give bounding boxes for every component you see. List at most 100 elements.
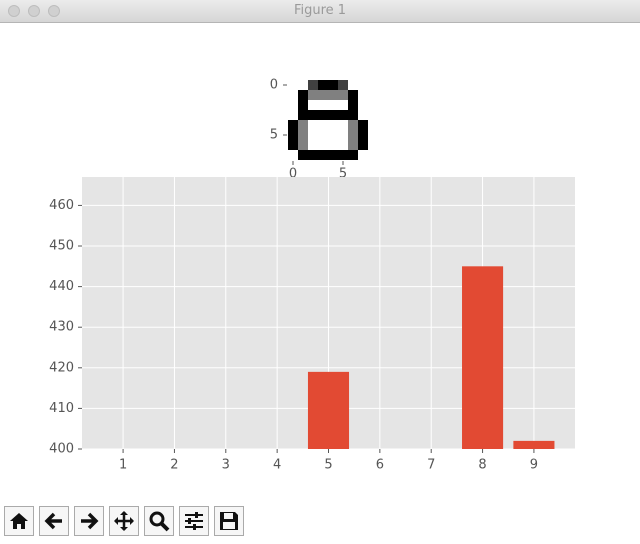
pixel: [288, 110, 298, 120]
y-tick-label: 0: [270, 78, 278, 93]
pixel: [338, 80, 348, 90]
figure: 0 5 0 5 400 410 420 430 440 450 460 1 2 3 4 5 6 7 8 9: [49, 78, 575, 473]
x-tick-label: 8: [478, 458, 486, 473]
pixel: [348, 120, 358, 130]
pixel: [358, 90, 368, 100]
pixel: [338, 90, 348, 100]
y-tick-label: 5: [270, 128, 278, 143]
pixel: [328, 90, 338, 100]
y-tick-label: 430: [49, 320, 74, 335]
pixel: [288, 140, 298, 150]
back-button[interactable]: [39, 506, 69, 536]
pixel: [288, 80, 298, 90]
pixel: [348, 130, 358, 140]
pixel: [358, 80, 368, 90]
pixel: [308, 110, 318, 120]
pixel: [298, 110, 308, 120]
pixel: [288, 100, 298, 110]
pixel: [328, 80, 338, 90]
forward-button[interactable]: [74, 506, 104, 536]
pixel: [318, 100, 328, 110]
pixel: [328, 150, 338, 160]
x-tick-label: 2: [170, 458, 178, 473]
pixel: [348, 80, 358, 90]
pixel: [298, 150, 308, 160]
zoom-button[interactable]: [48, 5, 60, 17]
pixel: [328, 130, 338, 140]
y-tick-label: 410: [49, 401, 74, 416]
x-tick-label: 4: [273, 458, 281, 473]
bar: [513, 440, 555, 449]
pixel: [308, 130, 318, 140]
zoom-tool-button[interactable]: [144, 506, 174, 536]
toolbar: [4, 506, 244, 536]
pan-button[interactable]: [109, 506, 139, 536]
x-tick-label: 7: [427, 458, 435, 473]
pixel: [358, 110, 368, 120]
pixel: [298, 100, 308, 110]
x-tick-label: 3: [222, 458, 230, 473]
x-tick-label: 5: [324, 458, 332, 473]
title-bar: Figure 1: [0, 0, 640, 23]
pixel: [288, 130, 298, 140]
y-tick-label: 460: [49, 198, 74, 213]
pixel: [338, 130, 348, 140]
pixel: [308, 150, 318, 160]
pixel: [348, 100, 358, 110]
pixel: [348, 90, 358, 100]
pixel: [358, 130, 368, 140]
pixel: [308, 140, 318, 150]
y-tick-label: 400: [49, 442, 74, 457]
pixel: [318, 140, 328, 150]
y-tick-label: 450: [49, 239, 74, 254]
bar: [462, 266, 504, 449]
pixel: [318, 120, 328, 130]
x-tick-label: 9: [530, 458, 538, 473]
home-button[interactable]: [4, 506, 34, 536]
pixel: [338, 120, 348, 130]
pixel: [308, 120, 318, 130]
pixel: [328, 120, 338, 130]
x-tick-label: 1: [119, 458, 127, 473]
close-button[interactable]: [8, 5, 20, 17]
pixel: [298, 130, 308, 140]
pixel: [308, 80, 318, 90]
pixel: [298, 120, 308, 130]
save-button[interactable]: [214, 506, 244, 536]
pixel: [348, 110, 358, 120]
pixel: [318, 90, 328, 100]
y-tick-label: 420: [49, 360, 74, 375]
pixel: [298, 80, 308, 90]
pixel: [348, 140, 358, 150]
pixel: [298, 90, 308, 100]
pixel: [358, 100, 368, 110]
window-title: Figure 1: [293, 3, 347, 18]
x-tick-label: 0: [289, 167, 297, 182]
pixel: [318, 150, 328, 160]
x-tick-label: 5: [339, 167, 347, 182]
pixel: [318, 110, 328, 120]
configure-button[interactable]: [179, 506, 209, 536]
pixel: [328, 140, 338, 150]
y-tick-label: 440: [49, 279, 74, 294]
pixel: [348, 150, 358, 160]
pixel: [288, 90, 298, 100]
pixel: [338, 100, 348, 110]
pixel: [288, 120, 298, 130]
pixel: [328, 110, 338, 120]
pixel: [358, 120, 368, 130]
pixel: [358, 140, 368, 150]
pixel: [288, 150, 298, 160]
pixel: [338, 150, 348, 160]
pixel: [328, 100, 338, 110]
bar: [307, 371, 350, 449]
pixel: [318, 130, 328, 140]
pixel: [298, 140, 308, 150]
pixel: [318, 80, 328, 90]
pixel: [308, 90, 318, 100]
x-tick-label: 6: [376, 458, 384, 473]
minimize-button[interactable]: [28, 5, 40, 17]
pixel: [358, 150, 368, 160]
pixel: [338, 110, 348, 120]
